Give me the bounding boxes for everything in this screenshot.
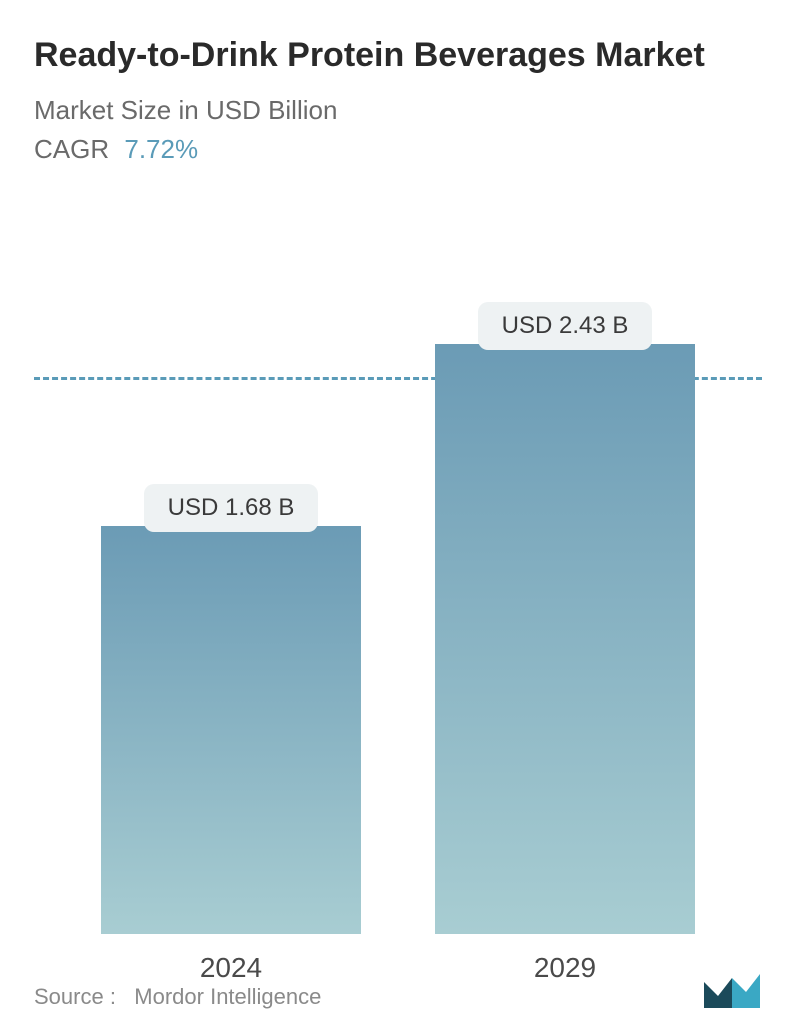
bar-group-0: USD 1.68 B bbox=[101, 484, 361, 934]
bar-group-1: USD 2.43 B bbox=[435, 302, 695, 934]
chart-container: Ready-to-Drink Protein Beverages Market … bbox=[0, 0, 796, 1034]
chart-area: USD 1.68 B USD 2.43 B 2024 2029 bbox=[34, 195, 762, 1015]
cagr-value: 7.72% bbox=[124, 134, 198, 164]
mordor-logo-icon bbox=[702, 968, 762, 1010]
bars-row: USD 1.68 B USD 2.43 B bbox=[34, 195, 762, 935]
chart-plot: USD 1.68 B USD 2.43 B bbox=[34, 195, 762, 935]
source-value: Mordor Intelligence bbox=[134, 984, 321, 1009]
footer: Source : Mordor Intelligence bbox=[34, 968, 762, 1010]
bar-1 bbox=[435, 344, 695, 934]
bar-value-label-1: USD 2.43 B bbox=[478, 302, 653, 350]
chart-title: Ready-to-Drink Protein Beverages Market bbox=[34, 34, 762, 77]
bar-0 bbox=[101, 526, 361, 934]
source-label: Source : bbox=[34, 984, 116, 1009]
bar-value-label-0: USD 1.68 B bbox=[144, 484, 319, 532]
cagr-row: CAGR 7.72% bbox=[34, 134, 762, 165]
chart-subtitle: Market Size in USD Billion bbox=[34, 95, 762, 126]
cagr-label: CAGR bbox=[34, 134, 109, 164]
source-text: Source : Mordor Intelligence bbox=[34, 984, 321, 1010]
